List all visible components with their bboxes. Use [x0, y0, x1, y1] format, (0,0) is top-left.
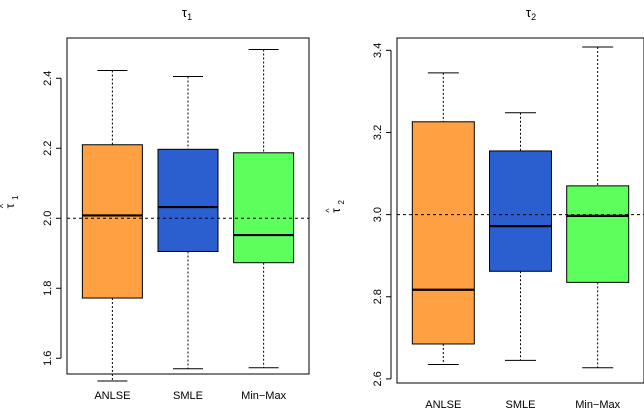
y-tick-label: 3.2	[372, 125, 384, 140]
y-tick-label-group: 2.6	[372, 371, 384, 386]
y-tick-label: 3.0	[372, 207, 384, 222]
y-tick-label-group: 3.0	[372, 207, 384, 222]
box-minmax	[233, 49, 295, 369]
y-tick-label-group: 2.4	[42, 71, 54, 86]
y-axis-label-subscript: 2	[337, 200, 346, 205]
x-tick-label: Min−Max	[575, 399, 620, 411]
box-iqr	[411, 121, 475, 345]
y-tick-label: 2.4	[42, 71, 54, 86]
y-tick-label-group: 3.4	[372, 43, 384, 58]
box-iqr	[157, 148, 219, 252]
y-tick-label: 1.6	[42, 351, 54, 366]
y-tick-label: 2.0	[42, 211, 54, 226]
y-tick-label-group: 1.6	[42, 351, 54, 366]
y-axis-label-symbol: τ	[3, 203, 17, 208]
y-axis-label-hat: ^	[324, 208, 334, 213]
y-axis-label-symbol: τ	[329, 208, 343, 213]
y-tick-label: 2.2	[42, 141, 54, 156]
y-tick-label-group: 1.8	[42, 281, 54, 296]
y-tick-label-group: 2.2	[42, 141, 54, 156]
x-tick-label: SMLE	[173, 390, 203, 402]
chart-title: τ1	[182, 5, 192, 22]
y-tick-label: 1.8	[42, 281, 54, 296]
box-smle	[489, 112, 552, 361]
plot-frame	[66, 37, 310, 375]
box-anlse	[81, 70, 143, 382]
y-axis-label-hat: ^	[0, 203, 8, 208]
box-anlse	[411, 72, 475, 366]
y-tick-label-group: 2.0	[42, 211, 54, 226]
box-iqr	[81, 144, 143, 299]
y-tick-label: 2.8	[372, 289, 384, 304]
box-minmax	[566, 46, 630, 369]
x-tick-label: ANLSE	[94, 390, 130, 402]
box-iqr	[233, 152, 295, 264]
x-tick-label: Min−Max	[241, 390, 286, 402]
y-tick-label-group: 3.2	[372, 125, 384, 140]
box-iqr	[489, 150, 552, 272]
plot-frame	[396, 37, 644, 384]
box-smle	[157, 76, 219, 370]
x-tick-label: ANLSE	[425, 399, 461, 411]
y-axis-label: τ^2	[324, 200, 346, 213]
y-tick-label-group: 2.8	[372, 289, 384, 304]
y-tick-label: 3.4	[372, 43, 384, 58]
chart-title: τ2	[526, 5, 536, 22]
x-tick-label: SMLE	[506, 399, 536, 411]
y-axis-label-subscript: 1	[11, 195, 20, 200]
y-tick-label: 2.6	[372, 371, 384, 386]
y-axis-label: τ^1	[0, 195, 20, 208]
box-iqr	[566, 185, 630, 283]
